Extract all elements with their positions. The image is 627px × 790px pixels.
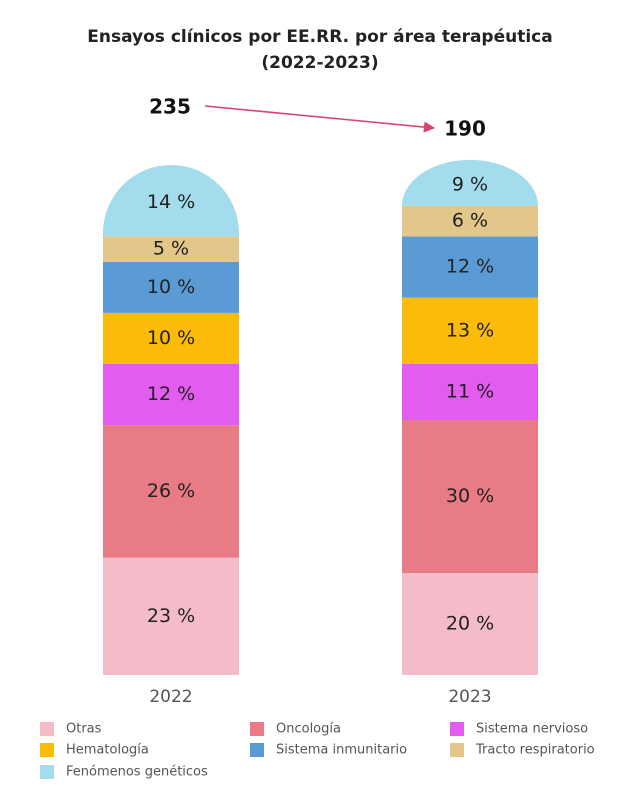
legend-swatch — [450, 722, 464, 736]
value-label: 26 % — [147, 480, 195, 502]
total-label: 235 — [149, 95, 191, 119]
chart-subtitle: (2022-2023) — [261, 53, 378, 73]
value-label: 14 % — [147, 191, 195, 213]
bar-segment — [103, 312, 239, 364]
value-label: 6 % — [452, 210, 488, 232]
chart-title: Ensayos clínicos por EE.RR. por área ter… — [87, 27, 552, 47]
bar-segment — [103, 165, 239, 237]
legend-label: Otras — [66, 722, 102, 737]
bar-segment — [402, 297, 538, 364]
bar-segment — [402, 205, 538, 237]
value-label: 20 % — [446, 613, 494, 635]
bar-segment — [402, 573, 538, 675]
bar-segment — [103, 261, 239, 313]
value-label: 10 % — [147, 276, 195, 298]
legend-swatch — [450, 743, 464, 757]
x-tick-label: 2023 — [448, 687, 491, 707]
bar-segment — [103, 557, 239, 675]
legend-swatch — [40, 765, 54, 779]
value-label: 12 % — [147, 383, 195, 405]
legend-swatch — [40, 722, 54, 736]
value-label: 5 % — [153, 238, 189, 260]
bar-segment — [402, 236, 538, 298]
legend-label: Tracto respiratorio — [475, 743, 595, 758]
value-label: 11 % — [446, 380, 494, 402]
trend-arrow — [204, 105, 436, 133]
bar-segment — [103, 425, 239, 558]
value-label: 9 % — [452, 173, 488, 195]
value-label: 23 % — [147, 605, 195, 627]
bar-segment — [402, 159, 538, 206]
legend-swatch — [250, 722, 264, 736]
total-label: 190 — [444, 117, 486, 141]
bar-segment — [402, 363, 538, 420]
legend-label: Oncología — [276, 722, 341, 737]
bar-segment — [402, 420, 538, 573]
legend-swatch — [250, 743, 264, 757]
bar-segment — [103, 363, 239, 426]
legend-label: Fenómenos genéticos — [66, 765, 208, 780]
value-label: 10 % — [147, 327, 195, 349]
x-tick-label: 2022 — [149, 687, 192, 707]
legend-swatch — [40, 743, 54, 757]
legend-label: Sistema inmunitario — [276, 743, 407, 758]
legend-label: Sistema nervioso — [476, 722, 588, 737]
value-label: 13 % — [446, 319, 494, 341]
value-label: 30 % — [446, 485, 494, 507]
value-label: 12 % — [446, 256, 494, 278]
bar-segment — [103, 236, 239, 262]
legend-label: Hematología — [66, 743, 149, 758]
